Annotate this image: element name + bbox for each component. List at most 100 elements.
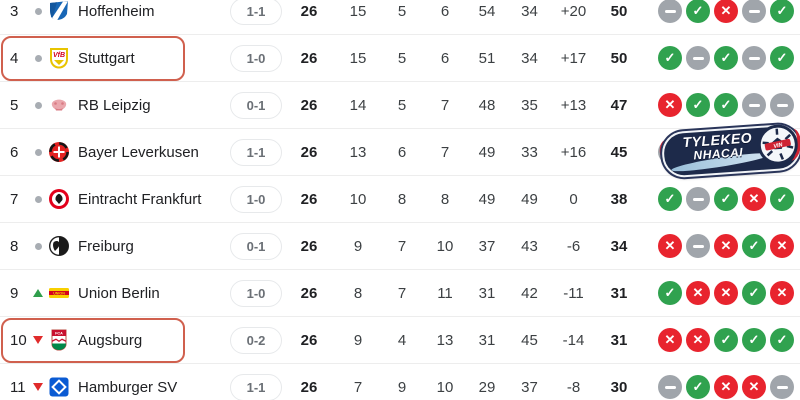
live-score-pill[interactable]: 1-0 (230, 279, 282, 307)
draws: 8 (397, 190, 407, 208)
goals-against: 34 (521, 2, 538, 20)
points: 31 (610, 331, 628, 349)
table-row[interactable]: 8 Freiburg 0-1 26 9 7 10 37 43 -6 34 ✕ ✕ ✓… (0, 223, 800, 270)
trend-same-icon (34, 195, 42, 203)
draw-icon (770, 93, 794, 117)
table-row[interactable]: 9 UNION Union Berlin 1-0 26 8 7 11 31 42… (0, 270, 800, 317)
matches-played: 26 (300, 378, 318, 396)
live-score-pill[interactable]: 0-1 (230, 91, 282, 119)
draw-icon (686, 187, 710, 211)
goal-difference: +17 (560, 49, 587, 67)
draw-icon (658, 375, 682, 399)
points: 50 (610, 49, 628, 67)
recent-form: ✕ ✕ ✓ ✕ (642, 234, 794, 258)
trend-indicator (30, 242, 46, 250)
team-name: Bayer Leverkusen (78, 143, 199, 161)
loss-icon: ✕ (658, 234, 682, 258)
goals-against: 33 (521, 143, 538, 161)
matches-played: 26 (300, 96, 318, 114)
losses: 7 (440, 96, 450, 114)
position-number: 4 (10, 49, 19, 67)
svg-text:UNION: UNION (53, 291, 65, 295)
live-score-pill[interactable]: 1-1 (230, 373, 282, 400)
goal-difference: -14 (562, 331, 585, 349)
goals-against: 34 (521, 49, 538, 67)
losses: 10 (436, 378, 454, 396)
live-score-pill[interactable]: 1-1 (230, 0, 282, 25)
loss-icon: ✕ (742, 375, 766, 399)
team-crest-icon (46, 0, 72, 23)
goal-difference: -8 (566, 378, 581, 396)
team-name: Stuttgart (78, 49, 135, 67)
losses: 11 (437, 284, 453, 302)
draw-icon (686, 46, 710, 70)
matches-played: 26 (300, 284, 318, 302)
recent-form: ✓ ✕ ✕ (642, 375, 794, 399)
team-name: Union Berlin (78, 284, 160, 302)
wins: 10 (349, 190, 367, 208)
svg-text:VfB: VfB (53, 52, 65, 59)
points: 50 (610, 2, 628, 20)
wins: 7 (353, 378, 363, 396)
table-row[interactable]: 11 Hamburger SV 1-1 26 7 9 10 29 37 -8 3… (0, 364, 800, 400)
points: 31 (610, 284, 628, 302)
win-icon: ✓ (658, 187, 682, 211)
trend-same-icon (34, 7, 42, 15)
position-number: 3 (10, 2, 19, 20)
position-number: 5 (10, 96, 19, 114)
table-row[interactable]: 5 RB Leipzig 0-1 26 14 5 7 48 35 +13 47 … (0, 82, 800, 129)
loss-icon: ✕ (770, 234, 794, 258)
win-icon: ✓ (714, 46, 738, 70)
loss-icon: ✕ (686, 328, 710, 352)
table-row[interactable]: 7 Eintracht Frankfurt 1-0 26 10 8 8 49 4… (0, 176, 800, 223)
position-number: 10 (10, 331, 27, 349)
win-icon: ✓ (770, 46, 794, 70)
win-icon: ✓ (770, 0, 794, 23)
live-score-pill[interactable]: 0-2 (230, 326, 282, 354)
win-icon: ✓ (686, 93, 710, 117)
win-icon: ✓ (714, 187, 738, 211)
live-score-pill[interactable]: 0-1 (230, 232, 282, 260)
goals-for: 51 (478, 49, 496, 67)
loss-icon: ✕ (686, 281, 710, 305)
goal-difference: +16 (560, 143, 587, 161)
table-row[interactable]: 3 Hoffenheim 1-1 26 15 5 6 54 34 +20 50 … (0, 0, 800, 35)
table-row[interactable]: 10 FCA Augsburg 0-2 26 9 4 13 31 45 -14 … (0, 317, 800, 364)
team-name: Hamburger SV (78, 378, 178, 396)
team-name: Freiburg (78, 237, 134, 255)
wins: 8 (353, 284, 363, 302)
goals-for: 48 (478, 96, 496, 114)
draw-icon (742, 0, 766, 23)
recent-form: ✕ ✕ ✓ ✓ ✓ (642, 328, 794, 352)
position-number: 7 (10, 190, 19, 208)
trend-same-icon (34, 101, 42, 109)
team-crest-icon: FCA (46, 328, 72, 352)
draws: 7 (397, 284, 407, 302)
position-number: 9 (10, 284, 19, 302)
win-icon: ✓ (658, 46, 682, 70)
goals-for: 49 (478, 143, 496, 161)
live-score-pill[interactable]: 1-0 (230, 44, 282, 72)
trend-indicator (30, 336, 46, 344)
trend-indicator (30, 383, 46, 391)
table-row[interactable]: 4 VfB Stuttgart 1-0 26 15 5 6 51 34 +17 … (0, 35, 800, 82)
position-number: 8 (10, 237, 19, 255)
watermark-ball-text: VIN (773, 142, 784, 150)
trend-same-icon (34, 242, 42, 250)
goals-against: 37 (521, 378, 538, 396)
team-name: Eintracht Frankfurt (78, 190, 202, 208)
win-icon: ✓ (770, 328, 794, 352)
loss-icon: ✕ (770, 281, 794, 305)
wins: 9 (353, 331, 363, 349)
goals-for: 54 (478, 2, 496, 20)
trend-up-icon (33, 289, 43, 297)
draws: 5 (397, 2, 407, 20)
live-score-pill[interactable]: 1-1 (230, 138, 282, 166)
team-name: RB Leipzig (78, 96, 151, 114)
live-score-pill[interactable]: 1-0 (230, 185, 282, 213)
goal-difference: +13 (560, 96, 587, 114)
goals-against: 43 (521, 237, 538, 255)
losses: 8 (440, 190, 450, 208)
loss-icon: ✕ (714, 281, 738, 305)
